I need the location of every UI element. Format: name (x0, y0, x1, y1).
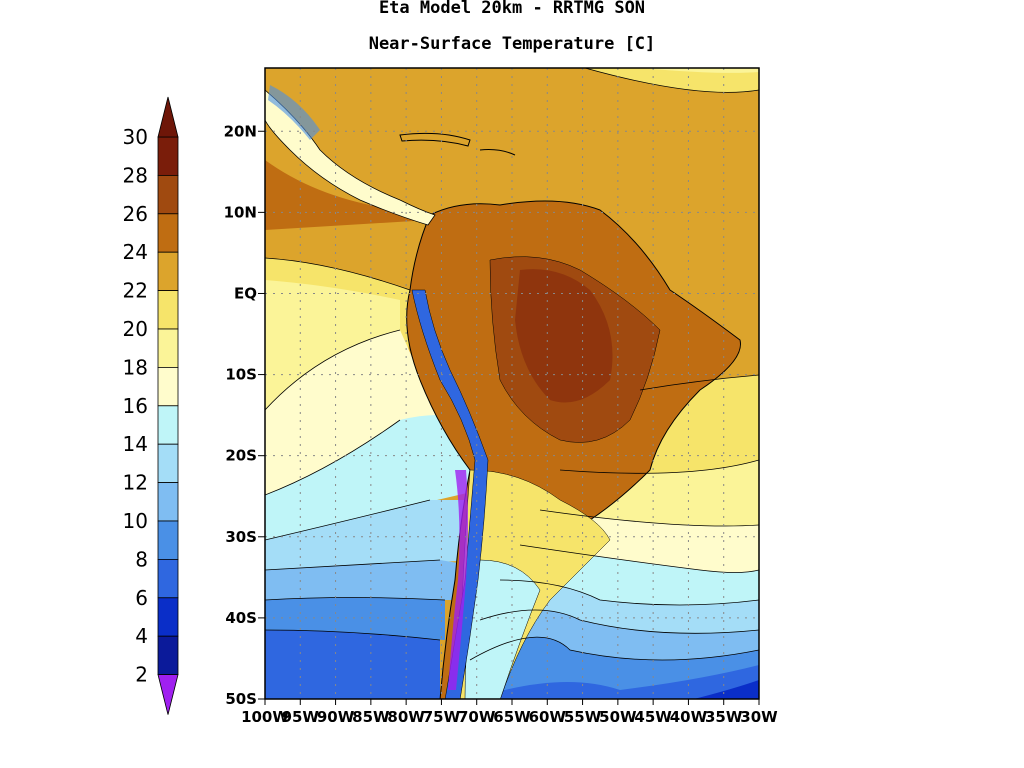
contour-line (265, 629, 441, 641)
longitude-label: 85W (352, 708, 390, 726)
map-panel (265, 68, 759, 699)
latitude-label: 10N (224, 203, 257, 221)
contour-line (499, 579, 759, 606)
colorbar-segment (157, 635, 179, 676)
colorbar-label: 30 (123, 125, 148, 149)
colorbar-label: 2 (135, 663, 148, 687)
ocean-band-22 (585, 68, 759, 93)
colorbar-segment (157, 482, 179, 522)
colorbar: 30 28 26 24 22 20 18 16 14 12 10 8 6 4 2 (123, 96, 179, 715)
contour-line (265, 257, 411, 291)
colorbar-label: 6 (135, 586, 148, 610)
longitude-label: 70W (458, 708, 496, 726)
contour-line (584, 68, 759, 93)
andes-cold-strip (411, 289, 489, 699)
pacific-band-14 (265, 500, 480, 570)
gridlines (265, 68, 759, 699)
contour-line (519, 544, 759, 573)
map-subtitle: Near-Surface Temperature [C] (368, 34, 656, 54)
latitude-label: EQ (234, 284, 257, 302)
colorbar-min-arrow (157, 674, 179, 715)
colorbar-label: 18 (123, 355, 148, 379)
atlantic-band-6 (693, 680, 759, 699)
longitude-label: 90W (317, 708, 355, 726)
mexico-highlands (268, 85, 320, 140)
longitude-label: 40W (670, 708, 708, 726)
longitude-label: 35W (705, 708, 743, 726)
colorbar-segment (157, 174, 179, 215)
map-title: Eta Model 20km - RRTMG SON (378, 0, 646, 18)
contour-line (639, 374, 759, 391)
contour-line (265, 597, 446, 601)
latitude-axis: 20N 10N EQ 10S 20S 30S 40S 50S (224, 122, 265, 708)
colorbar-label: 24 (123, 240, 148, 264)
longitude-label: 75W (423, 708, 461, 726)
colorbar-segment (157, 597, 179, 637)
colorbar-label: 20 (123, 317, 148, 341)
pacific-band-10 (265, 597, 445, 640)
colorbar-segment (157, 443, 179, 484)
central-america-land (265, 89, 436, 226)
andes-coldest-peaks (448, 470, 468, 690)
ocean-band-20 (640, 68, 759, 73)
latitude-label: 20N (224, 122, 257, 140)
contour-line (469, 636, 759, 661)
colorbar-segment (157, 213, 179, 253)
colorbar-label: 10 (123, 509, 148, 533)
longitude-label: 65W (493, 708, 531, 726)
longitude-label: 45W (634, 708, 672, 726)
colorbar-label: 8 (135, 547, 148, 571)
colorbar-label: 12 (123, 471, 148, 495)
longitude-label: 60W (529, 708, 567, 726)
contour-line (479, 609, 759, 634)
longitude-label: 95W (282, 708, 320, 726)
colorbar-segment (157, 520, 179, 560)
colorbar-label: 28 (123, 163, 148, 187)
colorbar-segment (157, 366, 179, 407)
longitude-axis: 100W95W90W85W80W75W70W65W60W55W50W45W40W… (241, 699, 778, 726)
contour-line (265, 419, 401, 496)
colorbar-label: 22 (123, 279, 148, 303)
colorbar-label: 26 (123, 202, 148, 226)
colorbar-segment (157, 559, 179, 599)
colorbar-label: 16 (123, 394, 148, 418)
atlantic-band-8 (473, 665, 759, 699)
colorbar-segment (157, 405, 179, 445)
longitude-label: 30W (740, 708, 778, 726)
longitude-label: 55W (564, 708, 602, 726)
latitude-label: 10S (225, 366, 257, 384)
pacific-band-8 (265, 630, 440, 699)
colorbar-max-arrow (157, 96, 179, 138)
longitude-label: 50W (599, 708, 637, 726)
contour-line (265, 329, 401, 411)
colorbar-segment (157, 251, 179, 291)
pacific-band-16 (265, 415, 480, 540)
latitude-label: 20S (225, 447, 257, 465)
latitude-label: 40S (225, 609, 257, 627)
colorbar-segment (157, 328, 179, 368)
hispaniola-outline (479, 149, 516, 156)
latitude-label: 30S (225, 528, 257, 546)
contour-line (265, 559, 441, 571)
contour-line (265, 499, 431, 541)
contour-line (559, 459, 759, 474)
amazon-peak-zone (515, 269, 613, 403)
longitude-label: 80W (387, 708, 425, 726)
latitude-label: 50S (225, 690, 257, 708)
colorbar-label: 14 (123, 432, 148, 456)
colorbar-segment (157, 136, 179, 176)
colorbar-segment (157, 290, 179, 330)
longitude-label: 100W (241, 708, 289, 726)
contour-line (539, 509, 759, 527)
pacific-band-12 (265, 560, 470, 600)
colorbar-label: 4 (135, 624, 148, 648)
cuba-outline (399, 132, 471, 147)
